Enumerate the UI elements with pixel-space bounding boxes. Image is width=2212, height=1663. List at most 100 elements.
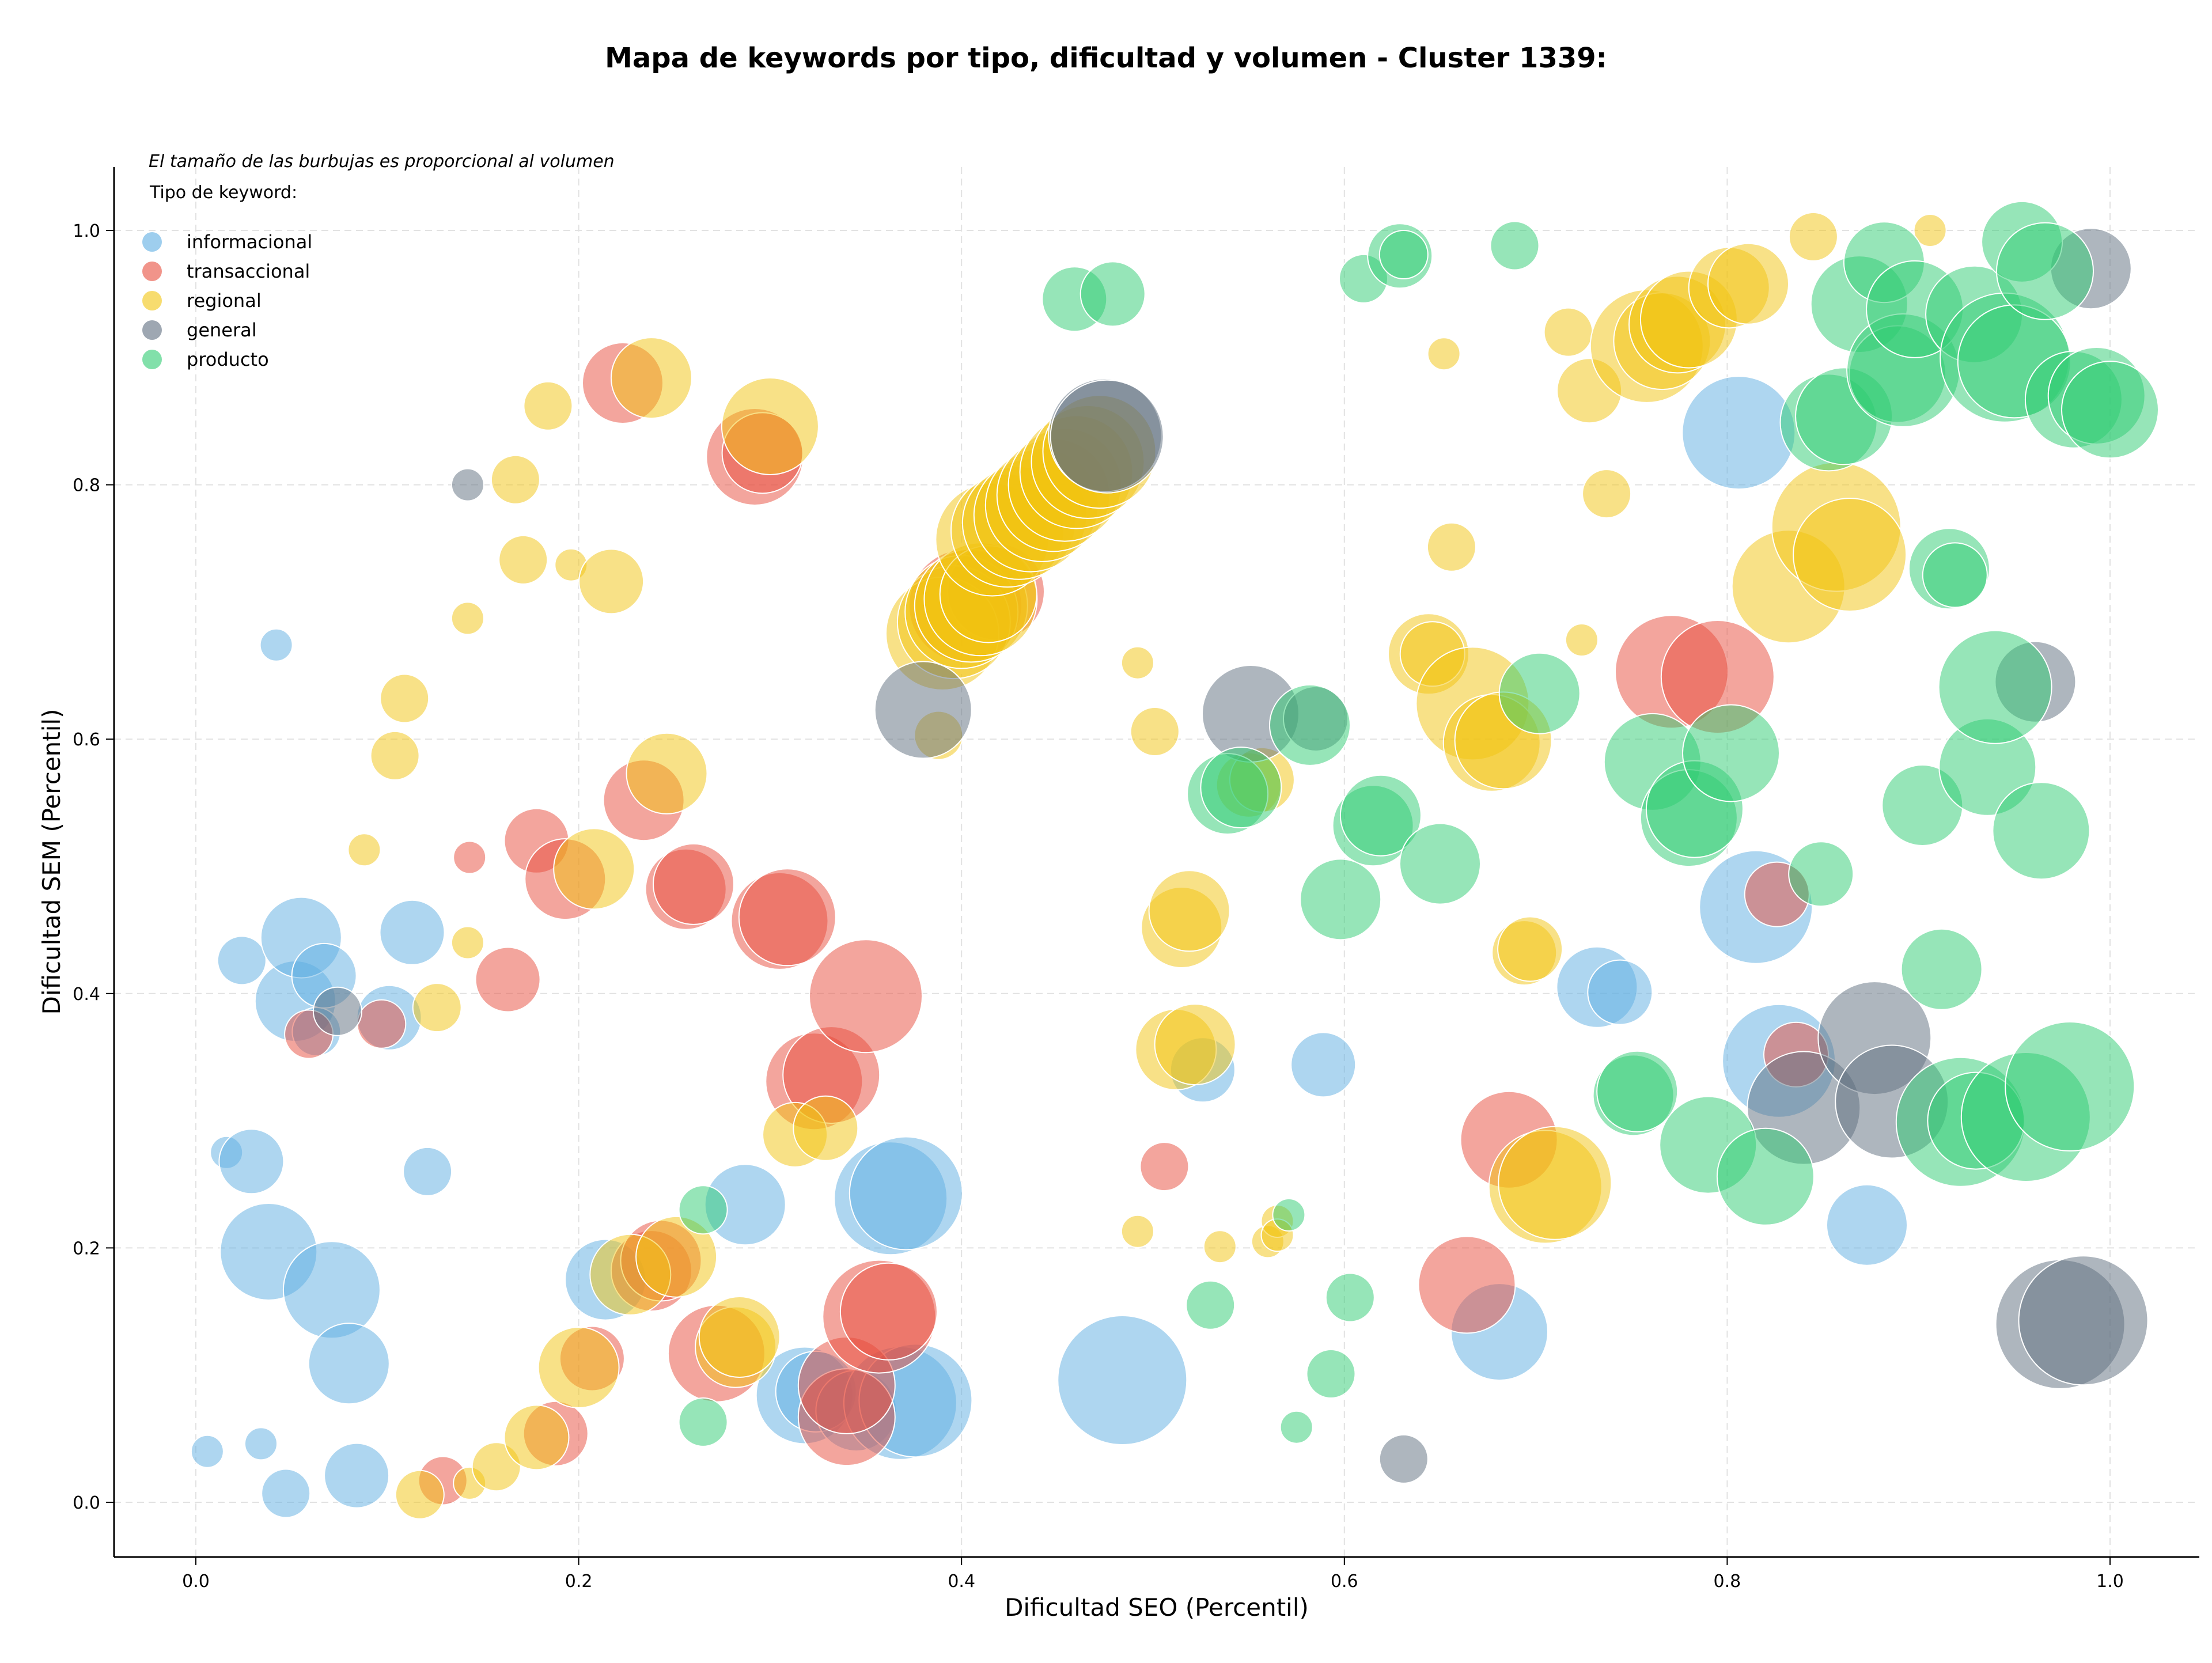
legend-marker [142,320,162,340]
general-bubble [874,661,972,759]
informacional-bubble [1057,1315,1188,1445]
series-producto [678,200,2159,1447]
producto-bubble [1788,841,1854,907]
legend-label: regional [187,290,262,312]
ticks: 0.0 0.0 0.2 0.2 0.4 0.4 0.6 0.6 0.8 0.8 1.0 1.0 [73,221,2124,1592]
transaccional-bubble [1418,1236,1516,1334]
transaccional-bubble [475,946,541,1013]
x-tick-label: 0.2 [565,1571,593,1592]
general-bubble [1050,379,1164,494]
transaccional-bubble [1139,1142,1190,1192]
transaccional-bubble [738,868,836,967]
legend-marker [142,262,162,281]
producto-bubble [2005,1021,2135,1151]
informacional-bubble [849,1136,963,1251]
informacional-bubble [244,1427,278,1461]
producto-bubble [678,1185,728,1235]
chart-title: Mapa de keywords por tipo, dificultad y … [605,42,1607,74]
regional-bubble [1913,214,1947,247]
bubbles [190,200,2159,1520]
regional-bubble [698,1296,781,1378]
regional-bubble [1793,498,1907,612]
producto-bubble [1596,1050,1679,1132]
legend-marker [142,232,162,252]
regional-bubble [503,1404,570,1471]
x-tick-label: 0.0 [182,1571,210,1592]
y-axis-label: Dificultad SEM (Percentil) [37,709,66,1015]
informacional-bubble [217,935,267,986]
transaccional-bubble [653,843,734,925]
regional-bubble [450,601,484,635]
producto-bubble [1992,782,2090,880]
regional-bubble [553,828,635,910]
legend-label: informacional [187,231,312,253]
regional-bubble [1130,707,1180,756]
informacional-bubble [379,899,445,965]
producto-bubble [1080,261,1146,327]
legend-marker [142,350,162,369]
producto-bubble [1269,684,1351,766]
legend-label: producto [187,348,269,370]
informacional-bubble [324,1442,390,1509]
regional-bubble [1582,469,1632,519]
general-bubble [1378,1434,1429,1484]
producto-bubble [1306,1349,1356,1399]
transaccional-bubble [839,1262,938,1361]
producto-bubble [1200,747,1282,829]
regional-bubble [395,1469,445,1520]
producto-bubble [1325,1272,1375,1323]
regional-bubble [490,454,540,505]
x-axis-label: Dificultad SEO (Percentil) [1005,1593,1309,1622]
transaccional-bubble [357,999,407,1049]
regional-bubble [471,1442,521,1492]
legend: informacional transaccional regional genera… [142,231,312,370]
informacional-bubble [190,1434,224,1468]
regional-bubble [347,833,381,867]
regional-bubble [498,535,548,585]
x-tick-label: 0.6 [1331,1571,1358,1592]
regional-bubble [380,673,430,723]
regional-bubble [1543,307,1593,357]
regional-bubble [412,983,462,1033]
regional-bubble [1120,1214,1154,1248]
informacional-bubble [218,1128,285,1195]
legend-title: Tipo de keyword: [149,183,297,203]
general-bubble [312,986,362,1036]
regional-bubble [1148,870,1230,952]
producto-bubble [1682,704,1780,802]
regional-bubble [610,337,692,419]
legend-label: transaccional [187,260,310,282]
producto-bubble [1378,230,1429,279]
producto-bubble [1490,221,1540,271]
regional-bubble [1788,212,1838,262]
producto-bubble [1399,823,1481,905]
producto-bubble [1339,774,1422,857]
producto-bubble [1900,928,1983,1010]
informacional-bubble [1681,376,1796,490]
producto-bubble [1279,1410,1313,1444]
producto-bubble [1498,652,1581,734]
producto-bubble [1922,542,1988,608]
regional-bubble [721,377,819,475]
regional-bubble [626,732,708,815]
legend-note: El tamaño de las burbujas es proporciona… [149,151,615,172]
series-transaccional [284,342,1829,1506]
regional-bubble [1203,1230,1237,1264]
regional-bubble [578,548,645,615]
producto-bubble [1996,222,2094,320]
producto-bubble [1938,630,2052,744]
informacional-bubble [1290,1032,1357,1098]
regional-bubble [370,730,420,781]
x-tick-label: 0.4 [948,1571,975,1592]
regional-bubble [1154,1003,1236,1086]
regional-bubble [1707,243,1789,325]
regional-bubble [1120,646,1154,680]
informacional-bubble [308,1323,390,1405]
producto-bubble [678,1397,728,1447]
producto-bubble [1300,858,1382,941]
y-tick-label: 0.8 [73,476,100,496]
legend-marker [142,291,162,310]
regional-bubble [537,1327,620,1408]
